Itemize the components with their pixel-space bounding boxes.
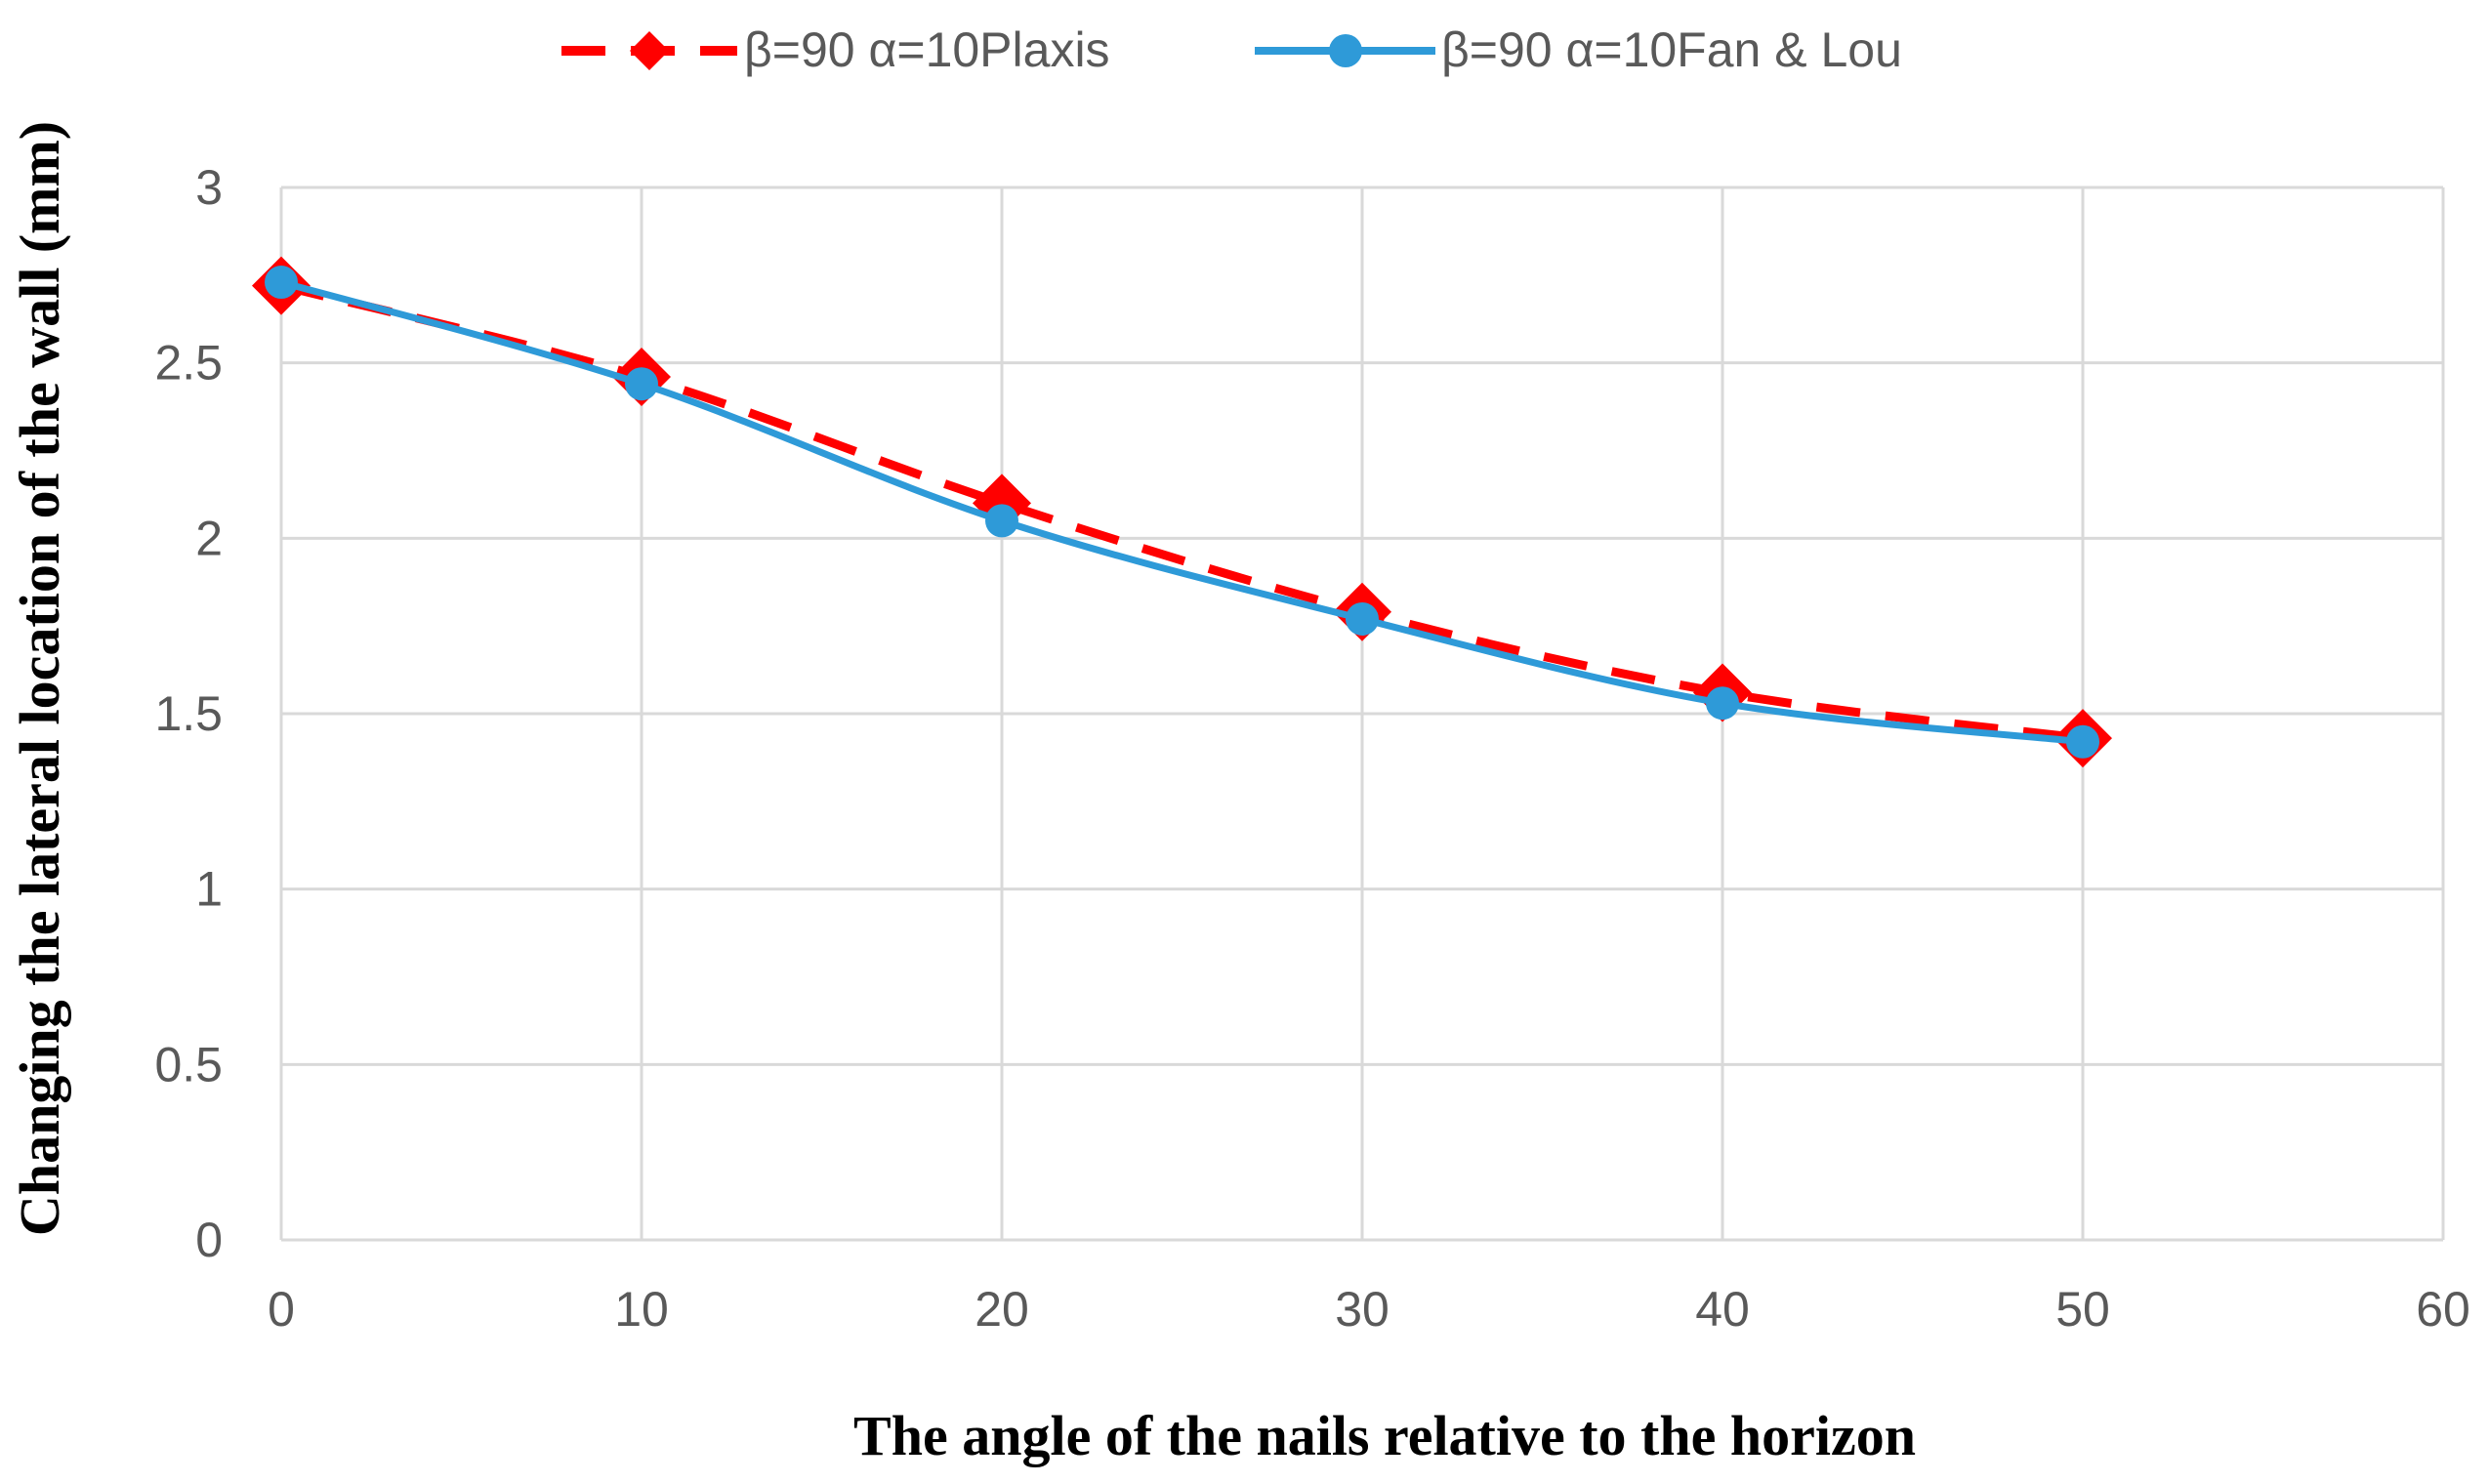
legend-label-plaxis: β=90 α=10Plaxis xyxy=(744,22,1110,77)
x-axis-ticks: 0 10 20 30 40 50 60 xyxy=(268,1282,2470,1337)
x-tick-label-4: 40 xyxy=(1695,1282,1750,1337)
y-tick-label-3: 1.5 xyxy=(154,686,223,741)
data-point-1-3 xyxy=(1346,601,1379,636)
data-point-1-2 xyxy=(985,504,1018,538)
x-tick-label-1: 10 xyxy=(614,1282,669,1337)
x-tick-label-3: 30 xyxy=(1335,1282,1390,1337)
x-axis-title: The angle of the nails relative to the h… xyxy=(853,1404,1916,1467)
series-line-1 xyxy=(280,278,2084,746)
data-point-1-5 xyxy=(2066,724,2099,759)
x-tick-label-2: 20 xyxy=(975,1282,1029,1337)
y-axis-title: Changing the lateral location of the wal… xyxy=(8,121,71,1236)
y-tick-label-1: 0.5 xyxy=(154,1037,223,1092)
data-point-1-0 xyxy=(265,266,298,300)
data-point-1-4 xyxy=(1706,686,1739,721)
x-tick-label-0: 0 xyxy=(268,1282,295,1337)
legend: β=90 α=10Plaxis β=90 α=10Fan & Lou xyxy=(561,22,1902,77)
legend-swatch-fan-lou-circle xyxy=(1329,34,1362,67)
y-tick-label-2: 1 xyxy=(195,862,223,917)
y-tick-label-4: 2 xyxy=(195,511,223,565)
y-axis-ticks: 0 0.5 1 1.5 2 2.5 3 xyxy=(154,160,223,1267)
series-layer xyxy=(252,256,2112,768)
y-tick-label-6: 3 xyxy=(195,160,223,215)
legend-item-plaxis: β=90 α=10Plaxis xyxy=(561,22,1110,77)
legend-swatch-plaxis-diamond xyxy=(630,31,669,70)
y-tick-label-0: 0 xyxy=(195,1213,223,1267)
y-tick-label-5: 2.5 xyxy=(154,336,223,391)
series-line-0 xyxy=(279,281,2084,743)
legend-label-fan-lou: β=90 α=10Fan & Lou xyxy=(1441,22,1902,77)
x-tick-label-5: 50 xyxy=(2055,1282,2110,1337)
x-tick-label-6: 60 xyxy=(2416,1282,2470,1337)
legend-item-fan-lou: β=90 α=10Fan & Lou xyxy=(1255,22,1902,77)
data-point-1-1 xyxy=(625,367,658,401)
series-1 xyxy=(265,266,2099,759)
